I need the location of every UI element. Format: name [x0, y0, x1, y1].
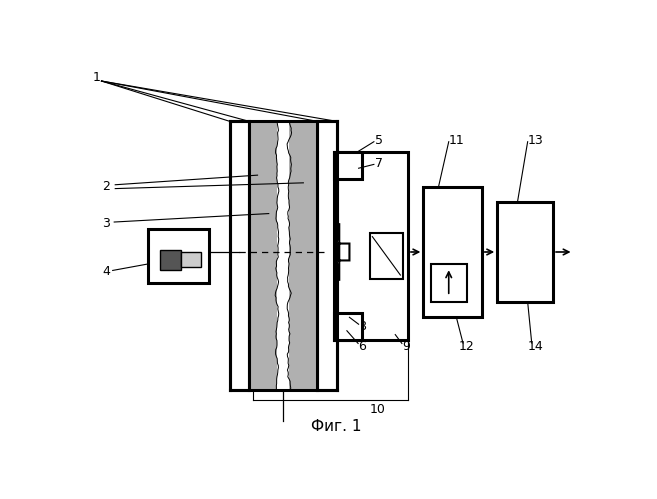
Text: 9: 9 — [402, 340, 410, 353]
Text: 6: 6 — [359, 340, 367, 353]
Text: 7: 7 — [375, 157, 383, 170]
Text: 1: 1 — [92, 71, 100, 84]
Text: 14: 14 — [528, 340, 543, 353]
Text: 5: 5 — [375, 134, 383, 147]
Bar — [317, 121, 337, 390]
Text: 8: 8 — [359, 320, 367, 333]
Text: 2: 2 — [102, 180, 110, 193]
Text: 12: 12 — [459, 340, 474, 353]
Polygon shape — [337, 223, 350, 281]
Text: 4: 4 — [102, 264, 110, 278]
Text: 10: 10 — [370, 403, 386, 416]
Text: Фиг. 1: Фиг. 1 — [311, 419, 362, 434]
Bar — [230, 121, 249, 390]
Bar — [334, 152, 408, 340]
Bar — [334, 152, 362, 179]
Bar — [334, 313, 362, 340]
Bar — [289, 121, 317, 390]
Bar — [249, 121, 277, 390]
Bar — [431, 263, 466, 302]
Bar — [423, 187, 482, 317]
Bar — [181, 252, 201, 266]
Text: 13: 13 — [528, 134, 543, 147]
Bar — [148, 229, 210, 283]
Bar — [230, 121, 249, 390]
Bar — [230, 121, 337, 390]
Text: 11: 11 — [449, 134, 464, 147]
Text: 3: 3 — [102, 217, 110, 230]
Bar — [497, 202, 553, 302]
Bar — [334, 152, 362, 179]
Bar — [370, 233, 403, 279]
Bar — [160, 250, 181, 270]
Bar — [334, 313, 362, 340]
Bar — [148, 229, 210, 283]
Bar — [317, 121, 337, 390]
